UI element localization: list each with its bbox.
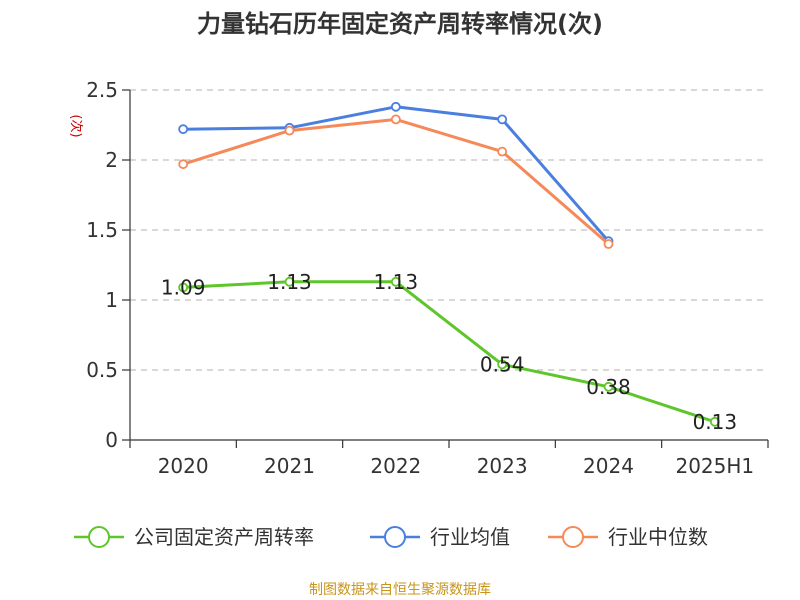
data-point-company xyxy=(390,276,401,287)
series-line-company xyxy=(183,280,716,424)
legend-item-industry_median[interactable]: 行业中位数 xyxy=(548,525,708,549)
axes: 0 0.5 1 1.5 2 2.5 2020 2021 2022 2023 2024 2025H1 xyxy=(86,78,769,478)
y-axis-unit: (次) xyxy=(68,114,84,137)
legend-marker-industry_avg xyxy=(384,526,406,548)
y-tick-label: 2 xyxy=(105,148,118,172)
data-label: 1.09 xyxy=(161,275,206,299)
data-label: 0.13 xyxy=(693,410,738,434)
data-label: 0.54 xyxy=(480,352,525,376)
data-point-industry_avg xyxy=(390,101,401,112)
y-tick-label: 0.5 xyxy=(86,358,118,382)
data-point-industry_median xyxy=(284,125,295,136)
x-tick-label: 2024 xyxy=(583,454,634,478)
data-point-company xyxy=(709,416,720,427)
y-tick-label: 1.5 xyxy=(86,218,118,242)
data-point-company xyxy=(178,282,189,293)
legend-item-company[interactable]: 公司固定资产周转率 xyxy=(74,525,314,549)
grid xyxy=(130,89,768,371)
x-tick-label: 2021 xyxy=(264,454,315,478)
legend-label: 公司固定资产周转率 xyxy=(134,525,314,549)
x-tick-label: 2022 xyxy=(370,454,421,478)
series-line-industry_median xyxy=(182,117,610,246)
data-labels: 1.09 1.13 1.13 0.54 0.38 0.13 xyxy=(161,270,737,434)
data-point-industry_avg xyxy=(178,124,189,135)
data-point-industry_median xyxy=(497,146,508,157)
x-tick-label: 2020 xyxy=(158,454,209,478)
legend-label: 行业中位数 xyxy=(608,525,708,549)
data-point-industry_median xyxy=(390,114,401,125)
source-note: 制图数据来自恒生聚源数据库 xyxy=(309,582,491,598)
data-point-company xyxy=(284,276,295,287)
y-tick-label: 1 xyxy=(105,288,118,312)
series-line-industry_avg xyxy=(183,105,610,243)
data-point-industry_median xyxy=(603,239,614,249)
legend-marker-industry_median xyxy=(562,526,584,548)
data-point-industry_avg xyxy=(497,114,508,125)
legend-label: 行业均值 xyxy=(430,525,510,549)
legend-item-industry_avg[interactable]: 行业均值 xyxy=(370,525,510,549)
data-label: 1.13 xyxy=(267,270,312,294)
data-label: 0.38 xyxy=(586,375,631,399)
data-label: 1.13 xyxy=(374,270,419,294)
legend: 公司固定资产周转率 行业均值 行业中位数 xyxy=(74,525,708,549)
x-tick-label: 2025H1 xyxy=(675,454,754,478)
data-point-company xyxy=(603,381,614,392)
data-point-industry_median xyxy=(178,159,189,170)
series xyxy=(178,101,720,427)
y-tick-label: 0 xyxy=(105,428,118,452)
chart-title: 力量钻石历年固定资产周转率情况(次) xyxy=(197,10,603,38)
x-tick-label: 2023 xyxy=(477,454,528,478)
legend-marker-company xyxy=(88,526,110,548)
data-point-company xyxy=(497,359,508,370)
y-tick-label: 2.5 xyxy=(86,78,118,102)
